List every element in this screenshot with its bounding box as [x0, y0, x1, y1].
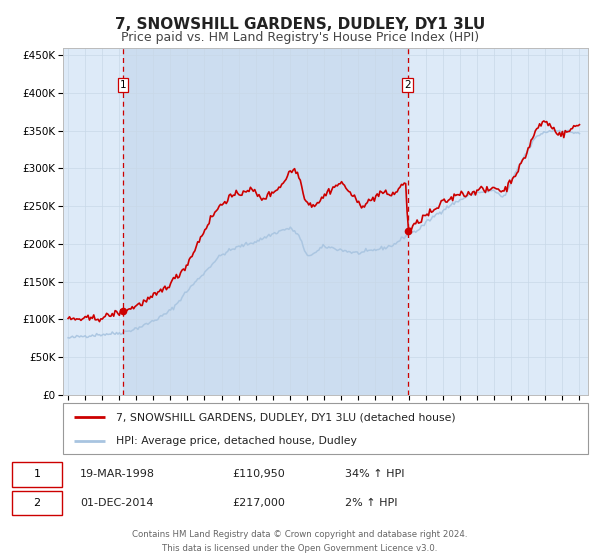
Text: 19-MAR-1998: 19-MAR-1998	[80, 469, 155, 479]
Text: 1: 1	[34, 469, 41, 479]
FancyBboxPatch shape	[13, 491, 62, 515]
Text: 7, SNOWSHILL GARDENS, DUDLEY, DY1 3LU (detached house): 7, SNOWSHILL GARDENS, DUDLEY, DY1 3LU (d…	[115, 412, 455, 422]
Text: Price paid vs. HM Land Registry's House Price Index (HPI): Price paid vs. HM Land Registry's House …	[121, 31, 479, 44]
Text: 01-DEC-2014: 01-DEC-2014	[80, 498, 154, 507]
Text: HPI: Average price, detached house, Dudley: HPI: Average price, detached house, Dudl…	[115, 436, 356, 446]
Text: 2% ↑ HPI: 2% ↑ HPI	[345, 498, 398, 507]
Text: 2: 2	[404, 80, 411, 90]
FancyBboxPatch shape	[13, 463, 62, 487]
Text: £217,000: £217,000	[232, 498, 285, 507]
Text: This data is licensed under the Open Government Licence v3.0.: This data is licensed under the Open Gov…	[163, 544, 437, 553]
Text: 7, SNOWSHILL GARDENS, DUDLEY, DY1 3LU: 7, SNOWSHILL GARDENS, DUDLEY, DY1 3LU	[115, 17, 485, 32]
Bar	[123, 48, 407, 395]
Text: 1: 1	[119, 80, 126, 90]
FancyBboxPatch shape	[63, 403, 588, 454]
Text: 34% ↑ HPI: 34% ↑ HPI	[345, 469, 404, 479]
Text: Contains HM Land Registry data © Crown copyright and database right 2024.: Contains HM Land Registry data © Crown c…	[132, 530, 468, 539]
Text: £110,950: £110,950	[232, 469, 285, 479]
Text: 2: 2	[34, 498, 41, 507]
